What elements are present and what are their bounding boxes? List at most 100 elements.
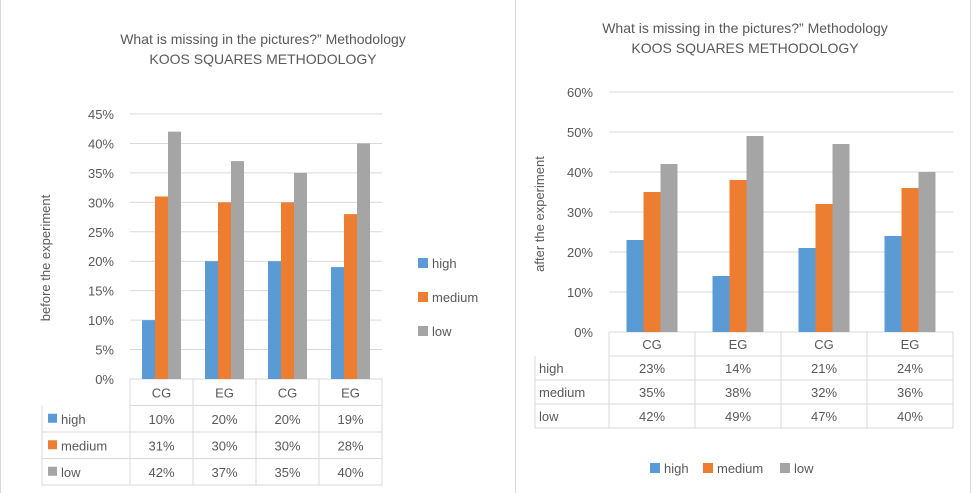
chart-before-experiment: What is missing in the pictures?” Method… (38, 31, 478, 486)
bar-medium (729, 180, 747, 332)
bar-high (626, 240, 644, 332)
bar-low (231, 161, 244, 379)
bar-medium (643, 192, 661, 332)
table-cell-value: 23% (639, 361, 665, 376)
chart-title: What is missing in the pictures?” Method… (602, 20, 888, 36)
table-cell-value: 40% (897, 409, 923, 424)
legend-key-low (780, 463, 790, 473)
table-cell-value: 30% (211, 438, 237, 453)
y-tick-label: 30% (88, 195, 114, 210)
y-tick-label: 20% (88, 254, 114, 269)
x-category-label: EG (901, 337, 920, 352)
table-cell-value: 20% (211, 412, 237, 427)
bar-low (294, 172, 307, 379)
bar-high (331, 267, 344, 379)
legend-key-high (650, 463, 660, 473)
bar-high (142, 320, 155, 379)
legend-key-medium (48, 440, 57, 450)
table-row-header: low (61, 465, 81, 480)
table-cell-value: 40% (337, 465, 363, 480)
legend-label-low: low (794, 461, 814, 476)
legend-key-low (418, 326, 428, 336)
table-cell-value: 14% (725, 361, 751, 376)
chart-panel-after: What is missing in the pictures?” Method… (516, 0, 971, 493)
bar-medium (155, 196, 168, 379)
table-cell-value: 19% (337, 412, 363, 427)
bar-low (832, 144, 850, 332)
bar-high (205, 261, 218, 379)
bar-medium (218, 202, 231, 379)
x-category-label: EG (729, 337, 748, 352)
bar-low (918, 172, 936, 332)
x-category-label: CG (814, 337, 834, 352)
x-category-label: CG (642, 337, 662, 352)
table-cell-value: 42% (148, 465, 174, 480)
bar-medium (901, 188, 919, 332)
table-cell-value: 30% (274, 438, 300, 453)
table-cell-value: 35% (639, 385, 665, 400)
table-cell-value: 24% (897, 361, 923, 376)
table-row-header: high (539, 361, 564, 376)
bar-low (746, 136, 764, 332)
table-row-header: medium (539, 385, 585, 400)
bar-medium (815, 204, 833, 332)
chart-subtitle: KOOS SQUARES METHODOLOGY (149, 51, 377, 67)
legend-key-low (48, 466, 57, 476)
y-tick-label: 45% (88, 107, 114, 122)
table-cell-value: 37% (211, 465, 237, 480)
bar-high (798, 248, 816, 332)
table-cell-value: 36% (897, 385, 923, 400)
y-tick-label: 10% (88, 313, 114, 328)
y-tick-label: 0% (95, 372, 114, 387)
y-axis-label: before the experiment (38, 194, 53, 321)
x-category-label: CG (152, 385, 172, 400)
table-cell-value: 49% (725, 409, 751, 424)
bar-high (268, 261, 281, 379)
table-cell-value: 35% (274, 465, 300, 480)
table-cell-value: 42% (639, 409, 665, 424)
y-tick-label: 40% (567, 165, 593, 180)
table-cell-value: 20% (274, 412, 300, 427)
y-tick-label: 5% (95, 343, 114, 358)
bar-medium (344, 214, 357, 379)
y-tick-label: 20% (567, 245, 593, 260)
chart-after-experiment: What is missing in the pictures?” Method… (532, 20, 954, 476)
bar-low (168, 131, 181, 379)
y-axis-label: after the experiment (532, 156, 547, 272)
legend-label-medium: medium (432, 290, 478, 305)
table-cell-value: 38% (725, 385, 751, 400)
x-category-label: EG (215, 385, 234, 400)
legend-key-high (418, 258, 428, 268)
bar-high (884, 236, 902, 332)
table-row-header: low (539, 409, 559, 424)
y-tick-label: 10% (567, 285, 593, 300)
x-category-label: CG (278, 385, 298, 400)
y-tick-label: 25% (88, 225, 114, 240)
table-cell-value: 21% (811, 361, 837, 376)
x-category-label: EG (341, 385, 360, 400)
bar-low (357, 143, 370, 379)
legend-key-high (48, 413, 57, 423)
table-cell-value: 47% (811, 409, 837, 424)
y-tick-label: 60% (567, 85, 593, 100)
legend-label-medium: medium (717, 461, 763, 476)
table-cell-value: 31% (148, 438, 174, 453)
legend-label-high: high (664, 461, 689, 476)
table-row-header: high (61, 412, 86, 427)
y-tick-label: 0% (574, 325, 593, 340)
chart-panel-before: What is missing in the pictures?” Method… (0, 0, 516, 493)
legend-label-high: high (432, 256, 457, 271)
legend-label-low: low (432, 324, 452, 339)
bar-high (712, 276, 730, 332)
y-tick-label: 40% (88, 136, 114, 151)
y-tick-label: 15% (88, 284, 114, 299)
table-cell-value: 28% (337, 438, 363, 453)
y-tick-label: 35% (88, 166, 114, 181)
legend-key-medium (703, 463, 713, 473)
legend-key-medium (418, 292, 428, 302)
bar-medium (281, 202, 294, 379)
table-row-header: medium (61, 438, 107, 453)
table-cell-value: 32% (811, 385, 837, 400)
y-tick-label: 30% (567, 205, 593, 220)
chart-subtitle: KOOS SQUARES METHODOLOGY (631, 40, 859, 56)
